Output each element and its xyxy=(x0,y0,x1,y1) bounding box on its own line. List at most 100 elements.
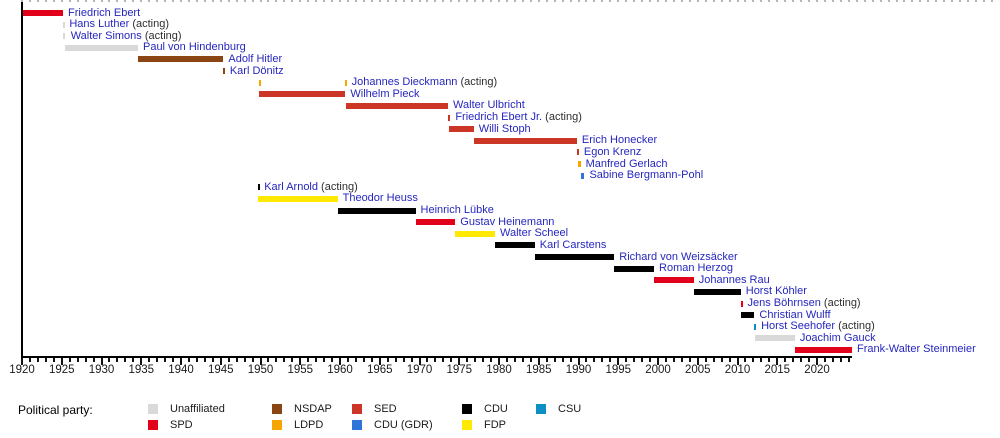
top-tick xyxy=(410,0,413,2)
person-name: Karl Arnold xyxy=(264,180,318,193)
top-tick xyxy=(760,0,763,2)
person-label: Walter Simons (acting) xyxy=(71,30,182,43)
top-tick xyxy=(641,0,644,2)
person-name: Johannes Dieckmann xyxy=(351,76,458,89)
legend-swatch xyxy=(148,420,158,430)
x-axis-tick xyxy=(60,358,63,365)
x-axis-tick xyxy=(370,358,373,362)
person-name: Gustav Heinemann xyxy=(460,215,555,228)
term-bar xyxy=(22,10,64,16)
x-axis-tick xyxy=(116,358,119,362)
top-tick xyxy=(172,0,175,2)
person-name: Karl Carstens xyxy=(539,238,607,251)
top-tick xyxy=(752,0,755,2)
top-tick xyxy=(195,0,198,2)
x-axis-tick xyxy=(490,358,493,362)
term-bar xyxy=(337,207,416,214)
x-axis-label: 1945 xyxy=(207,364,234,376)
legend-swatch xyxy=(272,420,282,430)
top-tick xyxy=(895,0,898,2)
x-axis-tick xyxy=(124,358,127,362)
person-name: Hans Luther xyxy=(69,18,130,31)
x-axis-tick xyxy=(760,358,763,362)
x-axis-line xyxy=(21,356,852,358)
person-label: Karl Arnold (acting) xyxy=(264,181,358,194)
x-axis-tick xyxy=(664,358,667,362)
top-tick xyxy=(227,0,230,2)
top-tick xyxy=(187,0,190,2)
x-axis-tick xyxy=(187,358,190,362)
top-tick xyxy=(434,0,437,2)
x-axis-tick xyxy=(553,358,556,362)
x-axis-label: 2000 xyxy=(645,364,671,376)
x-axis-tick xyxy=(704,358,707,362)
legend-label: SPD xyxy=(170,419,193,431)
top-tick xyxy=(442,0,445,2)
top-tick xyxy=(776,0,779,2)
term-bar xyxy=(534,254,615,261)
legend-title: Political party: xyxy=(18,403,93,417)
x-axis-tick xyxy=(299,358,302,365)
x-axis-label: 1935 xyxy=(128,364,155,376)
top-tick xyxy=(529,0,532,2)
legend-label: CSU xyxy=(558,403,582,415)
x-axis-tick xyxy=(100,358,103,365)
x-axis-tick xyxy=(164,358,167,362)
top-tick xyxy=(569,0,572,2)
top-tick xyxy=(370,0,373,2)
top-tick xyxy=(951,0,954,2)
person-label: Willi Stoph xyxy=(479,123,531,136)
top-tick xyxy=(251,0,254,2)
x-axis-tick xyxy=(148,358,151,362)
term-bar xyxy=(64,44,138,51)
person-name: Theodor Heuss xyxy=(342,192,418,205)
top-tick xyxy=(744,0,747,2)
x-axis-tick xyxy=(211,358,214,362)
x-axis-tick xyxy=(450,358,453,362)
person-label: Karl Dönitz xyxy=(230,65,284,78)
x-axis-tick xyxy=(688,358,691,362)
top-tick xyxy=(474,0,477,2)
person-label: Hans Luther (acting) xyxy=(69,18,169,31)
person-name: Karl Dönitz xyxy=(229,64,284,77)
x-axis-tick xyxy=(92,358,95,362)
person-name: Christian Wulff xyxy=(759,308,831,321)
x-axis-tick xyxy=(458,358,461,365)
top-tick xyxy=(736,0,739,2)
term-bar xyxy=(258,91,346,98)
top-tick xyxy=(625,0,628,2)
top-tick xyxy=(283,0,286,2)
person-label: Theodor Heuss xyxy=(343,192,418,205)
top-tick xyxy=(116,0,119,2)
top-tick xyxy=(696,0,699,2)
acting-suffix: (acting) xyxy=(129,18,170,31)
person-label: Frank-Walter Steinmeier xyxy=(857,343,976,356)
top-tick xyxy=(808,0,811,2)
term-bar xyxy=(495,242,535,249)
top-tick xyxy=(235,0,238,2)
top-tick xyxy=(458,0,461,2)
legend-label: Unaffiliated xyxy=(170,403,225,415)
term-bar xyxy=(740,300,743,307)
person-name: Richard von Weizsäcker xyxy=(619,250,738,263)
person-name: Friedrich Ebert xyxy=(68,6,141,19)
x-axis-tick xyxy=(808,358,811,362)
person-name: Egon Krenz xyxy=(583,145,642,158)
legend-label: CDU (GDR) xyxy=(374,419,433,431)
x-axis-tick xyxy=(744,358,747,362)
person-label: Karl Carstens xyxy=(540,239,607,252)
x-axis-tick xyxy=(720,358,723,362)
top-tick xyxy=(839,0,842,2)
top-tick xyxy=(712,0,715,2)
top-tick xyxy=(386,0,389,2)
legend-label: NSDAP xyxy=(294,403,332,415)
top-tick xyxy=(680,0,683,2)
top-tick xyxy=(967,0,970,2)
top-tick xyxy=(633,0,636,2)
term-bar xyxy=(257,184,260,191)
x-axis-tick xyxy=(800,358,803,362)
legend-swatch xyxy=(272,404,282,414)
x-axis-tick xyxy=(776,358,779,365)
top-tick xyxy=(211,0,214,2)
